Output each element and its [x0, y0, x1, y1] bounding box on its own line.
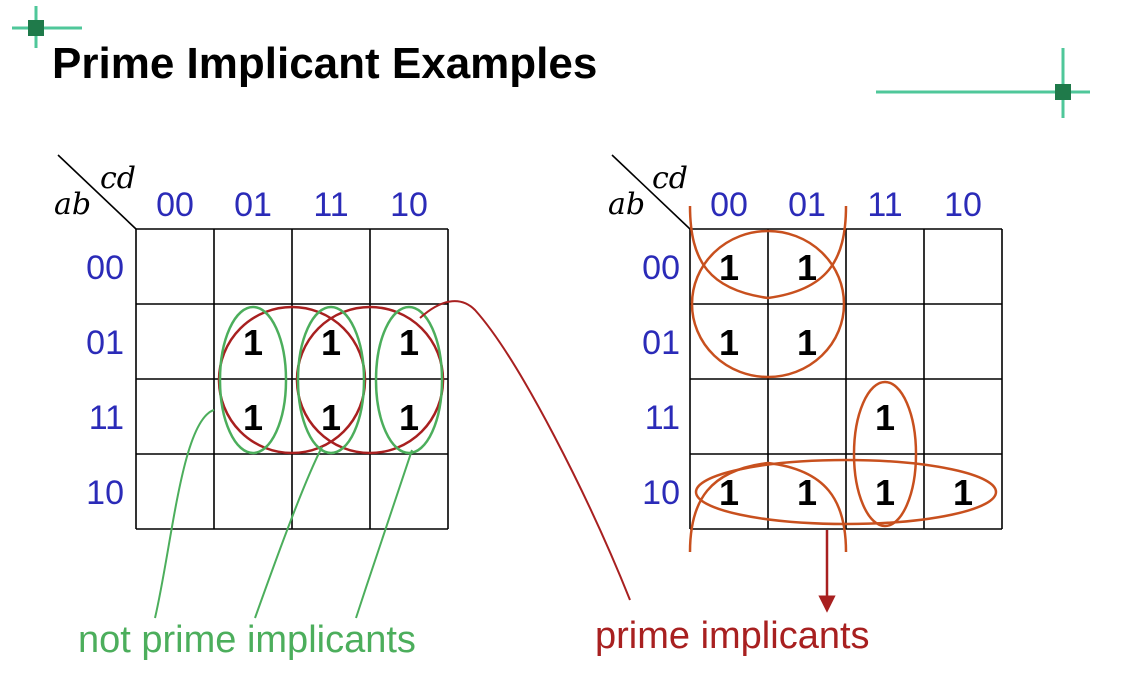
decoration-top-left: [12, 6, 82, 48]
not-prime-caption: not prime implicants: [78, 619, 416, 661]
prime-implicant-quad-top: [690, 229, 846, 379]
kmap-left-row-label: 00: [86, 249, 124, 287]
kmap-right-cell: 1: [719, 322, 739, 363]
kmap-left-col-label: 01: [234, 186, 272, 224]
kmap-right-col-label: 01: [788, 186, 826, 224]
kmap-right-cell: 1: [719, 247, 739, 288]
decoration-top-right: [876, 48, 1090, 118]
kmap-left-cell: 1: [399, 322, 419, 363]
kmap-right-row-label: 10: [642, 474, 680, 512]
kmap-left-row-label: 11: [89, 399, 124, 437]
non-prime-implicant-ellipse: [374, 305, 444, 455]
kmap-left-row-label: 10: [86, 474, 124, 512]
prime-implicant-wrap-bottom: [688, 461, 848, 553]
kmap-right-row-label: 00: [642, 249, 680, 287]
kmap-left-col-var: cd: [100, 161, 136, 196]
kmap-right-cell: 1: [875, 397, 895, 438]
kmap-right-row-label: 11: [645, 399, 680, 437]
kmap-left-col-label: 00: [156, 186, 194, 224]
kmap-right-col-label: 10: [944, 186, 982, 224]
kmap-left-row-label: 01: [86, 324, 124, 362]
kmap-right-cell: 1: [953, 472, 973, 513]
not-prime-callouts: [154, 409, 413, 619]
callout-line: [154, 409, 215, 619]
kmap-right-cell: 1: [797, 322, 817, 363]
kmap-left-cell: 1: [321, 397, 341, 438]
prime-callout-line: [419, 300, 631, 601]
callout-line: [254, 446, 323, 619]
kmap-right-grid: [689, 228, 1003, 530]
page-title: Prime Implicant Examples: [52, 39, 597, 88]
kmap-right-corner-diagonal: [611, 154, 691, 230]
kmap-right-col-var: cd: [652, 161, 688, 196]
kmap-right-row-var: ab: [608, 187, 645, 222]
kmap-right-row-label: 01: [642, 324, 680, 362]
kmap-left-corner-diagonal: [57, 154, 137, 230]
kmap-left: ab cd 00 01 11 10 00 01 11 10 1 1 1 1 1 …: [54, 154, 449, 530]
kmap-left-cell: 1: [243, 397, 263, 438]
kmap-left-cell: 1: [243, 322, 263, 363]
kmap-right: ab cd 00 01 11 10 00 01 11 10 1 1 1 1 1 …: [608, 154, 1003, 553]
prime-caption: prime implicants: [595, 615, 870, 657]
prime-implicant-pair-vertical: [852, 380, 918, 528]
kmap-left-col-label: 10: [390, 186, 428, 224]
non-prime-implicant-ellipse: [218, 305, 288, 455]
non-prime-implicant-ellipse: [296, 305, 366, 455]
kmap-left-cell: 1: [399, 397, 419, 438]
kmap-left-col-label: 11: [313, 186, 348, 224]
kmap-right-col-label: 00: [710, 186, 748, 224]
prime-implicant-wrap-top: [688, 205, 848, 300]
kmap-right-cell: 1: [797, 472, 817, 513]
kmap-left-cell: 1: [321, 322, 341, 363]
callout-line: [355, 449, 413, 619]
kmap-right-col-label: 11: [867, 186, 902, 224]
kmap-right-cell: 1: [797, 247, 817, 288]
kmap-left-row-var: ab: [54, 187, 91, 222]
kmap-right-cell: 1: [719, 472, 739, 513]
kmap-right-cell: 1: [875, 472, 895, 513]
prime-implicant-row-bottom: [694, 458, 998, 526]
